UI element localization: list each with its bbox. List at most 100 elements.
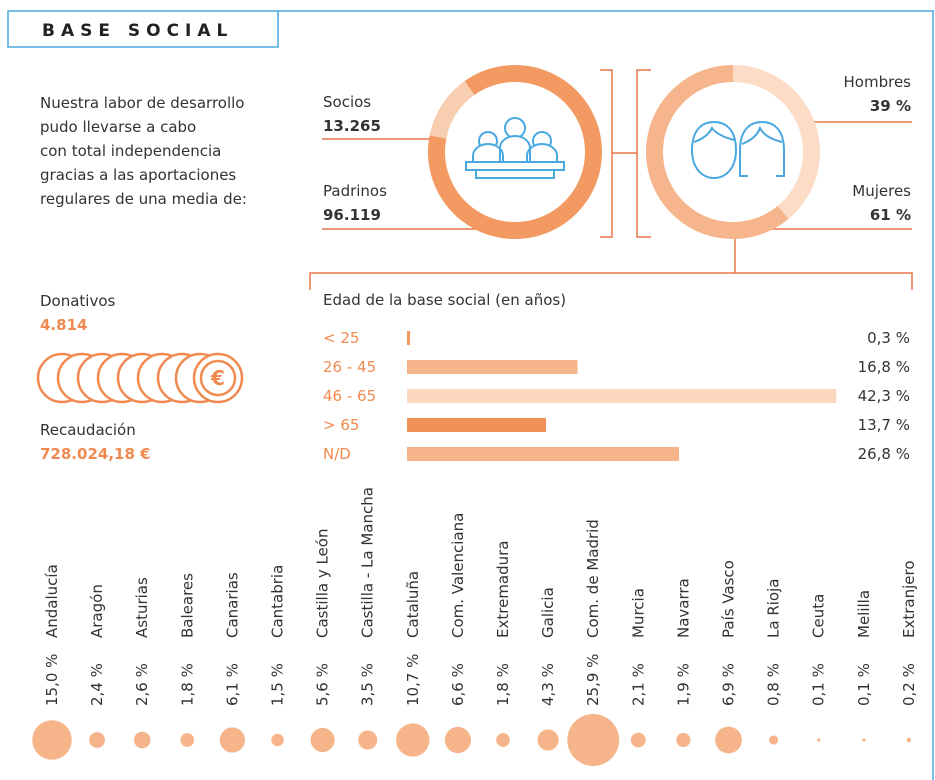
bubble [133,731,151,749]
bubble [567,714,620,766]
bar [407,447,680,461]
region-value: 1,8 % [178,663,196,706]
bubble [817,738,821,742]
bubble [537,729,559,751]
region-value: 0,1 % [810,663,828,706]
region-label: Cantabria [269,565,287,638]
intro: Nuestra labor de desarrollo pudo llevarse… [40,94,247,208]
intro-line: gracias a las aportaciones [40,166,236,184]
segment-value: 39 % [870,97,911,115]
region-label: Asturias [133,577,151,638]
coins: € [36,352,244,404]
bar-value: 42,3 % [858,387,910,405]
bubble [310,727,335,753]
intro-line: pudo llevarse a cabo [40,118,196,136]
region-label: Melilla [855,590,873,638]
segment-label: Padrinos [323,182,387,200]
bubble [271,733,284,747]
bubble [496,733,510,747]
bubble [358,730,378,750]
region-value: 1,9 % [674,663,692,706]
bar [407,389,837,403]
region-value: 25,9 % [584,654,602,706]
intro-line: regulares de una media de: [40,190,247,208]
bar-title: Edad de la base social (en años) [323,291,566,309]
recaudacion-label: Recaudación [40,421,136,439]
region-value: 4,3 % [539,663,557,706]
region-label: Navarra [674,578,692,638]
region-label: Baleares [178,573,196,638]
region-label: Andalucía [43,564,61,638]
region-value: 6,9 % [720,663,738,706]
bar-category: < 25 [323,329,359,347]
bar-value: 16,8 % [858,358,910,376]
bubble [676,732,691,748]
bar-category: N/D [323,445,351,463]
region-label: Extranjero [900,560,918,638]
bubble [32,720,72,760]
segment-value: 13.265 [323,117,381,135]
segment-label: Hombres [844,73,912,91]
region-label: Com. Valenciana [449,513,467,638]
region-label: Murcia [629,588,647,638]
icon-people [465,117,565,179]
donativos-value: 4.814 [40,316,87,334]
region-value: 1,8 % [494,663,512,706]
frame [7,10,934,780]
bar-category: 46 - 65 [323,387,376,405]
recaudacion-value: 728.024,18 € [40,445,151,463]
bubble [630,732,646,748]
region-label: Extremadura [494,541,512,639]
region-value: 2,1 % [629,663,647,706]
bubble [906,737,912,743]
bubble [862,738,866,742]
svg-text:€: € [210,366,225,390]
region-value: 1,5 % [269,663,287,706]
icon-faces [690,120,785,180]
segment-value: 96.119 [323,206,381,224]
bar-value: 13,7 % [858,416,910,434]
region-value: 2,6 % [133,663,151,706]
region-label: Canarias [223,572,241,638]
region-label: Castilla - La Mancha [359,487,377,638]
region-label: Galicia [539,587,557,638]
bar-category: 26 - 45 [323,358,376,376]
donut-segment [646,65,789,239]
region-label: Aragón [88,584,106,638]
segment-value: 61 % [870,206,911,224]
region-value: 15,0 % [43,654,61,706]
region-value: 0,2 % [900,663,918,706]
bubble [180,733,195,747]
title: BASE SOCIAL [42,21,233,41]
donut-segment [429,81,475,139]
region-value: 10,7 % [404,654,422,706]
region-value: 2,4 % [88,663,106,706]
region-value: 3,5 % [359,663,377,706]
bubble [219,727,245,753]
bubble [396,723,430,757]
region-value: 0,1 % [855,663,873,706]
region-value: 6,1 % [223,663,241,706]
region-label: La Rioja [765,579,783,638]
bar-value: 0,3 % [867,329,910,347]
bar-value: 26,8 % [858,445,910,463]
donativos-label: Donativos [40,292,116,310]
region-label: Ceuta [810,594,828,638]
region-value: 6,6 % [449,663,467,706]
segment-label: Mujeres [852,182,911,200]
bar [407,360,578,374]
bubble [715,726,742,754]
bar [407,331,411,345]
region-value: 0,8 % [765,663,783,706]
region-label: Castilla y León [314,529,332,638]
connectors [309,69,913,290]
bubble [444,726,472,754]
region-value: 5,6 % [314,663,332,706]
bar [407,418,547,432]
bar-category: > 65 [323,416,359,434]
region-label: País Vasco [720,560,738,638]
intro-line: Nuestra labor de desarrollo [40,94,244,112]
bubble [769,735,779,745]
bubble [89,732,106,748]
